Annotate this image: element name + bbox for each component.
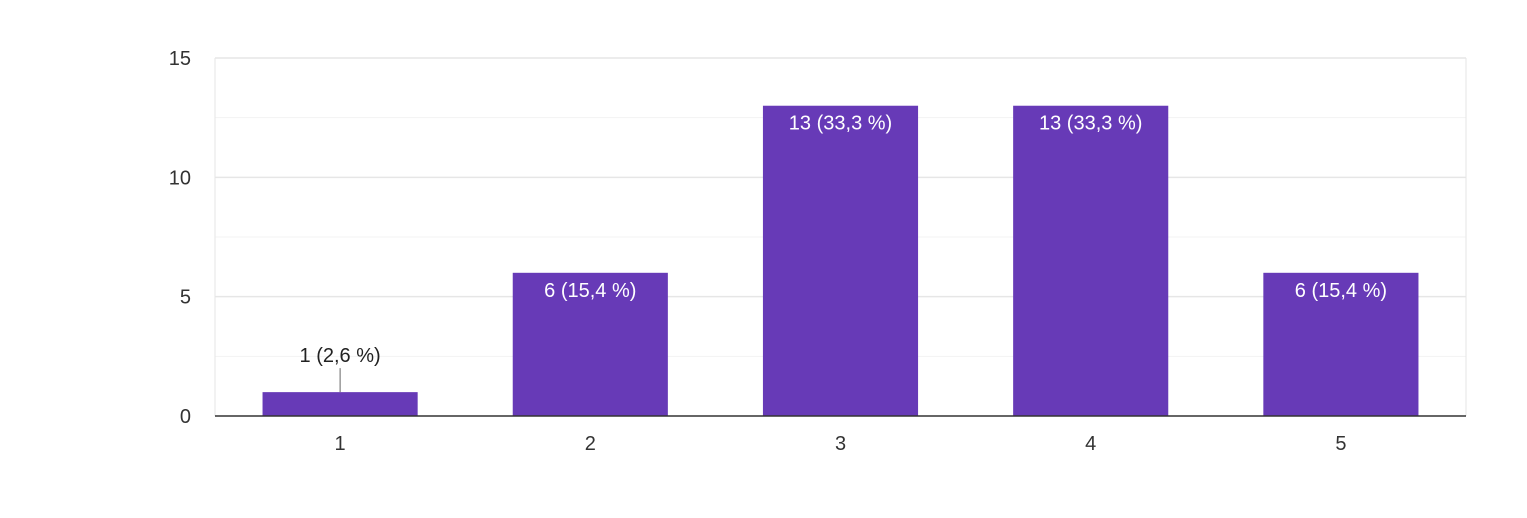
data-labels: 1 (2,6 %) 6 (15,4 %) 13 (33,3 %) 13 (33,3 %…	[300, 113, 1387, 393]
data-label: 13 (33,3 %)	[789, 113, 892, 135]
x-tick-label: 2	[585, 433, 596, 455]
bar	[1263, 272, 1419, 416]
y-tick-label: 0	[180, 406, 191, 428]
bar	[762, 105, 919, 416]
bar	[512, 272, 668, 416]
x-tick-label: 3	[835, 433, 846, 455]
bars	[262, 105, 1419, 416]
data-label: 6 (15,4 %)	[1295, 280, 1387, 302]
x-tick-label: 5	[1335, 433, 1346, 455]
y-tick-label: 15	[169, 48, 191, 70]
bar	[262, 392, 418, 416]
y-tick-label: 5	[180, 287, 191, 309]
y-tick-label: 10	[169, 167, 191, 189]
x-tick-label: 1	[335, 433, 346, 455]
data-label: 6 (15,4 %)	[544, 280, 636, 302]
data-label: 13 (33,3 %)	[1039, 113, 1142, 135]
data-label: 1 (2,6 %)	[300, 345, 381, 367]
axes: 0 5 10 15 1 2 3 4 5	[169, 48, 1466, 455]
bar	[1013, 105, 1169, 416]
x-tick-label: 4	[1085, 433, 1096, 455]
